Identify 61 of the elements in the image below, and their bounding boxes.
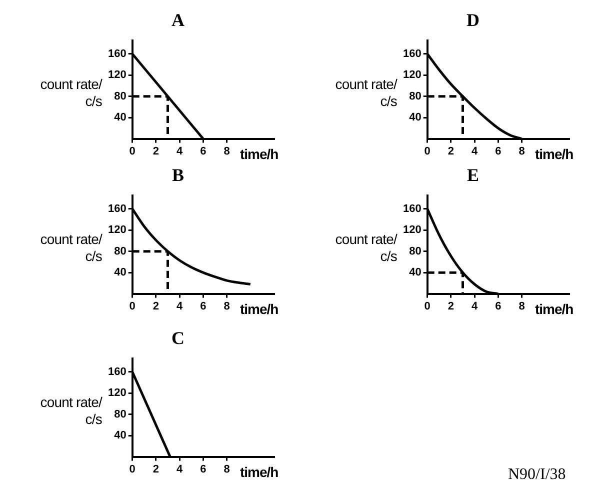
y-axis-title: count rate/ c/s	[334, 231, 397, 265]
y-axis-title: count rate/ c/s	[39, 394, 102, 428]
y-tick-label: 120	[402, 69, 422, 82]
y-tick-label: 80	[114, 408, 126, 420]
y-tick-label: 160	[108, 202, 126, 215]
y-tick-label: 160	[402, 202, 422, 215]
y-axis-title: count rate/ c/s	[334, 76, 397, 110]
y-tick-label: 160	[108, 48, 126, 60]
chart-title: C	[170, 328, 186, 349]
x-tick-label: 6	[200, 463, 206, 476]
x-tick-label: 4	[472, 145, 479, 158]
x-tick-label: 4	[472, 300, 479, 312]
x-tick-label: 0	[424, 300, 430, 312]
x-tick-label: 2	[448, 145, 454, 158]
y-tick-label: 80	[409, 90, 422, 102]
y-tick-label: 80	[114, 90, 126, 102]
x-tick-label: 4	[176, 300, 184, 312]
x-tick-label: 8	[224, 463, 230, 476]
x-tick-label: 2	[152, 145, 160, 158]
x-axis-title: time/h	[240, 301, 278, 317]
y-tick-label: 40	[409, 112, 422, 124]
x-tick-label: 6	[495, 300, 502, 312]
y-tick-label: 40	[114, 266, 126, 279]
x-tick-label: 0	[424, 145, 430, 158]
text: N90/I/38	[508, 466, 566, 484]
chart-title: A	[170, 10, 186, 31]
x-tick-label: 2	[448, 300, 454, 312]
y-tick-label: 120	[108, 387, 126, 400]
y-tick-label: 40	[409, 266, 422, 279]
x-tick-label: 0	[129, 300, 136, 312]
x-tick-label: 8	[518, 145, 525, 158]
y-tick-label: 40	[114, 430, 126, 442]
chart-title: B	[170, 165, 185, 186]
x-tick-label: 0	[129, 463, 136, 476]
x-tick-label: 8	[224, 145, 230, 158]
x-tick-label: 6	[495, 145, 502, 158]
x-axis-title: time/h	[535, 301, 574, 317]
y-tick-label: 80	[409, 245, 422, 258]
chart-title: D	[466, 10, 480, 31]
y-tick-label: 40	[114, 112, 126, 124]
y-tick-label: 120	[402, 224, 422, 236]
y-tick-label: 120	[108, 224, 126, 236]
x-tick-label: 6	[200, 145, 206, 158]
chart-title: E	[466, 165, 480, 186]
x-tick-label: 4	[176, 145, 184, 158]
y-tick-label: 160	[402, 48, 422, 60]
x-tick-label: 8	[518, 300, 525, 312]
x-tick-label: 4	[176, 463, 184, 476]
x-axis-title: time/h	[240, 464, 278, 480]
x-tick-label: 8	[224, 300, 230, 312]
x-axis-title: time/h	[240, 146, 278, 162]
y-axis-title: count rate/ c/s	[39, 231, 102, 265]
x-tick-label: 2	[152, 463, 160, 476]
y-axis-title: count rate/ c/s	[39, 76, 102, 110]
y-tick-label: 80	[114, 245, 126, 258]
x-tick-label: 0	[129, 145, 136, 158]
y-tick-label: 120	[108, 69, 126, 82]
x-axis-title: time/h	[535, 146, 574, 162]
y-tick-label: 160	[108, 366, 126, 378]
x-tick-label: 2	[152, 300, 160, 312]
x-tick-label: 6	[200, 300, 206, 312]
